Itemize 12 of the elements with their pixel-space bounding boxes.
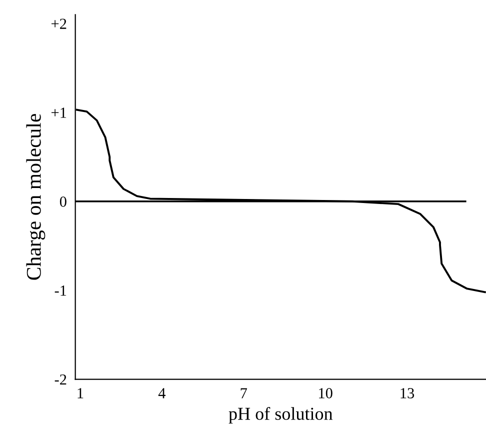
y-tick-label: 0 [60, 196, 66, 207]
y-tick-label: +1 [52, 108, 66, 118]
x-tick-label: 4 [158, 388, 166, 398]
x-tick-label: 13 [400, 388, 414, 398]
y-tick-label: -2 [54, 374, 66, 385]
x-tick-label: 10 [319, 388, 332, 398]
x-tick-label: 1 [78, 388, 84, 398]
x-axis-title: pH of solution [228, 407, 333, 424]
x-tick-label: 7 [240, 388, 248, 398]
y-tick-label: +2 [52, 18, 66, 29]
y-axis-title: Charge on molecule [26, 114, 46, 280]
y-tick-label: -1 [54, 286, 66, 296]
